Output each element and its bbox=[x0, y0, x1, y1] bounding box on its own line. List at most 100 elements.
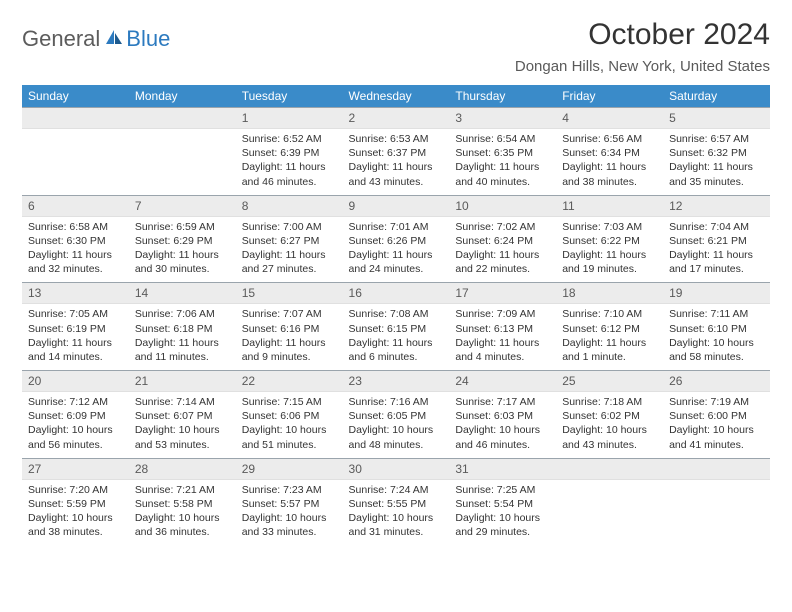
calendar-day-cell: 24Sunrise: 7:17 AMSunset: 6:03 PMDayligh… bbox=[449, 370, 556, 458]
daylight-text: Daylight: 11 hours and 14 minutes. bbox=[28, 336, 123, 364]
day-content: Sunrise: 7:04 AMSunset: 6:21 PMDaylight:… bbox=[663, 217, 770, 283]
daylight-text: Daylight: 10 hours and 56 minutes. bbox=[28, 423, 123, 451]
calendar-week-row: 13Sunrise: 7:05 AMSunset: 6:19 PMDayligh… bbox=[22, 282, 770, 370]
sunset-text: Sunset: 6:09 PM bbox=[28, 409, 123, 423]
day-content: Sunrise: 7:11 AMSunset: 6:10 PMDaylight:… bbox=[663, 304, 770, 370]
daylight-text: Daylight: 10 hours and 58 minutes. bbox=[669, 336, 764, 364]
day-number: 29 bbox=[236, 458, 343, 480]
sunrise-text: Sunrise: 7:19 AM bbox=[669, 395, 764, 409]
day-content: Sunrise: 7:14 AMSunset: 6:07 PMDaylight:… bbox=[129, 392, 236, 458]
day-number: 27 bbox=[22, 458, 129, 480]
day-number: 30 bbox=[343, 458, 450, 480]
sunset-text: Sunset: 6:37 PM bbox=[349, 146, 444, 160]
sunset-text: Sunset: 6:15 PM bbox=[349, 322, 444, 336]
sunrise-text: Sunrise: 7:14 AM bbox=[135, 395, 230, 409]
calendar-day-cell: 7Sunrise: 6:59 AMSunset: 6:29 PMDaylight… bbox=[129, 195, 236, 283]
calendar-day-cell: 12Sunrise: 7:04 AMSunset: 6:21 PMDayligh… bbox=[663, 195, 770, 283]
day-content bbox=[129, 129, 236, 138]
day-header: Friday bbox=[556, 85, 663, 107]
daylight-text: Daylight: 11 hours and 22 minutes. bbox=[455, 248, 550, 276]
calendar-day-cell bbox=[556, 458, 663, 546]
logo-text-general: General bbox=[22, 26, 100, 52]
day-number bbox=[663, 458, 770, 480]
sunrise-text: Sunrise: 7:21 AM bbox=[135, 483, 230, 497]
day-number: 11 bbox=[556, 195, 663, 217]
daylight-text: Daylight: 11 hours and 27 minutes. bbox=[242, 248, 337, 276]
calendar-day-cell: 17Sunrise: 7:09 AMSunset: 6:13 PMDayligh… bbox=[449, 282, 556, 370]
sunrise-text: Sunrise: 6:53 AM bbox=[349, 132, 444, 146]
sunset-text: Sunset: 5:54 PM bbox=[455, 497, 550, 511]
daylight-text: Daylight: 11 hours and 35 minutes. bbox=[669, 160, 764, 188]
daylight-text: Daylight: 11 hours and 30 minutes. bbox=[135, 248, 230, 276]
day-content: Sunrise: 7:02 AMSunset: 6:24 PMDaylight:… bbox=[449, 217, 556, 283]
sunrise-text: Sunrise: 7:11 AM bbox=[669, 307, 764, 321]
daylight-text: Daylight: 11 hours and 40 minutes. bbox=[455, 160, 550, 188]
day-content: Sunrise: 7:06 AMSunset: 6:18 PMDaylight:… bbox=[129, 304, 236, 370]
day-number: 6 bbox=[22, 195, 129, 217]
calendar-day-cell: 22Sunrise: 7:15 AMSunset: 6:06 PMDayligh… bbox=[236, 370, 343, 458]
day-number: 1 bbox=[236, 107, 343, 129]
sunset-text: Sunset: 6:10 PM bbox=[669, 322, 764, 336]
calendar-day-cell: 8Sunrise: 7:00 AMSunset: 6:27 PMDaylight… bbox=[236, 195, 343, 283]
day-content: Sunrise: 7:05 AMSunset: 6:19 PMDaylight:… bbox=[22, 304, 129, 370]
calendar-day-cell: 15Sunrise: 7:07 AMSunset: 6:16 PMDayligh… bbox=[236, 282, 343, 370]
logo-sail-icon bbox=[104, 28, 124, 51]
daylight-text: Daylight: 10 hours and 43 minutes. bbox=[562, 423, 657, 451]
calendar-day-cell: 10Sunrise: 7:02 AMSunset: 6:24 PMDayligh… bbox=[449, 195, 556, 283]
calendar-body: 1Sunrise: 6:52 AMSunset: 6:39 PMDaylight… bbox=[22, 107, 770, 545]
day-content: Sunrise: 7:16 AMSunset: 6:05 PMDaylight:… bbox=[343, 392, 450, 458]
day-number: 9 bbox=[343, 195, 450, 217]
calendar-day-cell: 14Sunrise: 7:06 AMSunset: 6:18 PMDayligh… bbox=[129, 282, 236, 370]
day-header: Monday bbox=[129, 85, 236, 107]
sunset-text: Sunset: 5:57 PM bbox=[242, 497, 337, 511]
day-number: 18 bbox=[556, 282, 663, 304]
day-number: 31 bbox=[449, 458, 556, 480]
day-number: 21 bbox=[129, 370, 236, 392]
day-number: 3 bbox=[449, 107, 556, 129]
day-header: Sunday bbox=[22, 85, 129, 107]
sunrise-text: Sunrise: 7:07 AM bbox=[242, 307, 337, 321]
sunset-text: Sunset: 6:21 PM bbox=[669, 234, 764, 248]
sunrise-text: Sunrise: 7:03 AM bbox=[562, 220, 657, 234]
daylight-text: Daylight: 11 hours and 17 minutes. bbox=[669, 248, 764, 276]
location-text: Dongan Hills, New York, United States bbox=[515, 58, 770, 75]
day-number: 12 bbox=[663, 195, 770, 217]
daylight-text: Daylight: 10 hours and 31 minutes. bbox=[349, 511, 444, 539]
sunrise-text: Sunrise: 6:57 AM bbox=[669, 132, 764, 146]
daylight-text: Daylight: 10 hours and 41 minutes. bbox=[669, 423, 764, 451]
daylight-text: Daylight: 11 hours and 32 minutes. bbox=[28, 248, 123, 276]
calendar-day-cell: 18Sunrise: 7:10 AMSunset: 6:12 PMDayligh… bbox=[556, 282, 663, 370]
day-content bbox=[22, 129, 129, 138]
sunrise-text: Sunrise: 6:54 AM bbox=[455, 132, 550, 146]
daylight-text: Daylight: 11 hours and 11 minutes. bbox=[135, 336, 230, 364]
day-number: 23 bbox=[343, 370, 450, 392]
day-number: 14 bbox=[129, 282, 236, 304]
calendar-day-cell: 2Sunrise: 6:53 AMSunset: 6:37 PMDaylight… bbox=[343, 107, 450, 195]
sunset-text: Sunset: 6:26 PM bbox=[349, 234, 444, 248]
day-number: 19 bbox=[663, 282, 770, 304]
sunset-text: Sunset: 6:35 PM bbox=[455, 146, 550, 160]
sunrise-text: Sunrise: 7:15 AM bbox=[242, 395, 337, 409]
calendar-day-cell bbox=[663, 458, 770, 546]
day-number: 16 bbox=[343, 282, 450, 304]
day-content: Sunrise: 7:07 AMSunset: 6:16 PMDaylight:… bbox=[236, 304, 343, 370]
daylight-text: Daylight: 11 hours and 9 minutes. bbox=[242, 336, 337, 364]
calendar-table: SundayMondayTuesdayWednesdayThursdayFrid… bbox=[22, 85, 770, 545]
day-content: Sunrise: 7:19 AMSunset: 6:00 PMDaylight:… bbox=[663, 392, 770, 458]
daylight-text: Daylight: 10 hours and 48 minutes. bbox=[349, 423, 444, 451]
sunset-text: Sunset: 6:34 PM bbox=[562, 146, 657, 160]
title-block: October 2024 Dongan Hills, New York, Uni… bbox=[515, 18, 770, 75]
sunrise-text: Sunrise: 7:04 AM bbox=[669, 220, 764, 234]
day-content: Sunrise: 6:57 AMSunset: 6:32 PMDaylight:… bbox=[663, 129, 770, 195]
daylight-text: Daylight: 10 hours and 29 minutes. bbox=[455, 511, 550, 539]
sunrise-text: Sunrise: 7:16 AM bbox=[349, 395, 444, 409]
daylight-text: Daylight: 10 hours and 33 minutes. bbox=[242, 511, 337, 539]
calendar-day-cell: 16Sunrise: 7:08 AMSunset: 6:15 PMDayligh… bbox=[343, 282, 450, 370]
day-number: 28 bbox=[129, 458, 236, 480]
day-number bbox=[129, 107, 236, 129]
sunrise-text: Sunrise: 7:25 AM bbox=[455, 483, 550, 497]
day-number: 10 bbox=[449, 195, 556, 217]
day-content: Sunrise: 6:53 AMSunset: 6:37 PMDaylight:… bbox=[343, 129, 450, 195]
calendar-day-cell: 27Sunrise: 7:20 AMSunset: 5:59 PMDayligh… bbox=[22, 458, 129, 546]
sunset-text: Sunset: 6:13 PM bbox=[455, 322, 550, 336]
